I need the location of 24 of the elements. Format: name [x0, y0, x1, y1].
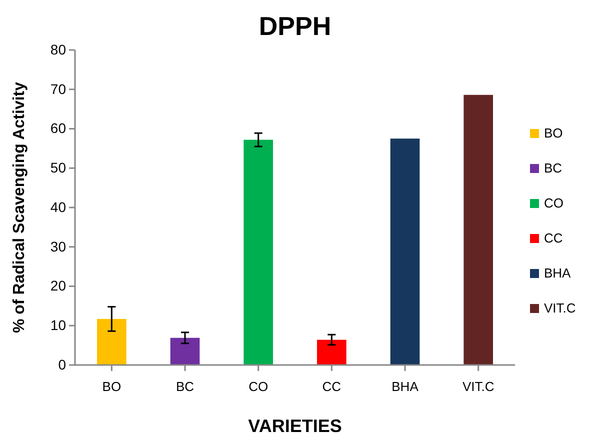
x-tick-label: VIT.C [462, 378, 494, 394]
y-tick-label: 40 [50, 198, 66, 215]
y-tick-label: 70 [50, 80, 66, 97]
y-tick-label: 30 [50, 238, 66, 254]
legend-label: BHA [544, 266, 572, 281]
y-tick-label: 50 [50, 160, 66, 176]
y-tick-label: 10 [50, 317, 66, 334]
y-tick-label: 80 [50, 41, 66, 58]
y-tick-label: 60 [50, 120, 66, 136]
legend-label: BC [544, 160, 562, 176]
y-tick-label: 20 [50, 278, 66, 294]
x-tick-label: CC [322, 378, 342, 394]
y-axis-title: % of Radical Scavenging Activity [11, 82, 28, 334]
legend-label: CO [544, 196, 564, 211]
x-tick-label: BC [176, 378, 194, 394]
chart-title: DPPH [258, 11, 332, 41]
x-tick-label: BO [102, 378, 122, 394]
legend-label: VIT.C [544, 300, 576, 316]
x-tick-label: BHA [392, 378, 419, 394]
y-tick-label: 0 [58, 356, 66, 372]
x-tick-label: CO [248, 378, 268, 394]
legend-label: BO [544, 126, 563, 141]
legend-label: CC [544, 230, 563, 246]
x-axis-title: VARIETIES [248, 416, 342, 436]
